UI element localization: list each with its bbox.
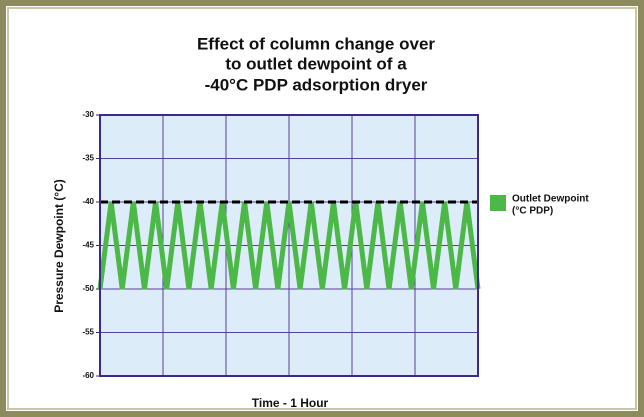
plot-border [99,114,479,377]
y-axis-label: Pressure Dewpoint (°C) [52,179,66,313]
data-line [97,201,481,290]
chart-title: -40°C PDP adsorption dryer [205,75,428,94]
y-tick-label: -45 [82,241,94,250]
y-tick-label: -30 [82,110,94,119]
y-tick-label: -40 [82,197,94,206]
legend-label: Outlet Dewpoint [512,194,589,205]
chart-title: Effect of column change over [197,34,435,53]
chart-title: to outlet dewpoint of a [225,54,407,73]
y-tick-label: -50 [82,284,94,293]
y-tick-label: -60 [82,371,94,380]
frame-inner [7,7,637,410]
legend-label: (°C PDP) [512,206,553,217]
y-tick-label: -35 [82,154,94,163]
x-axis-label: Time - 1 Hour [252,396,329,410]
legend-swatch [490,195,506,211]
y-tick-label: -55 [82,328,94,337]
